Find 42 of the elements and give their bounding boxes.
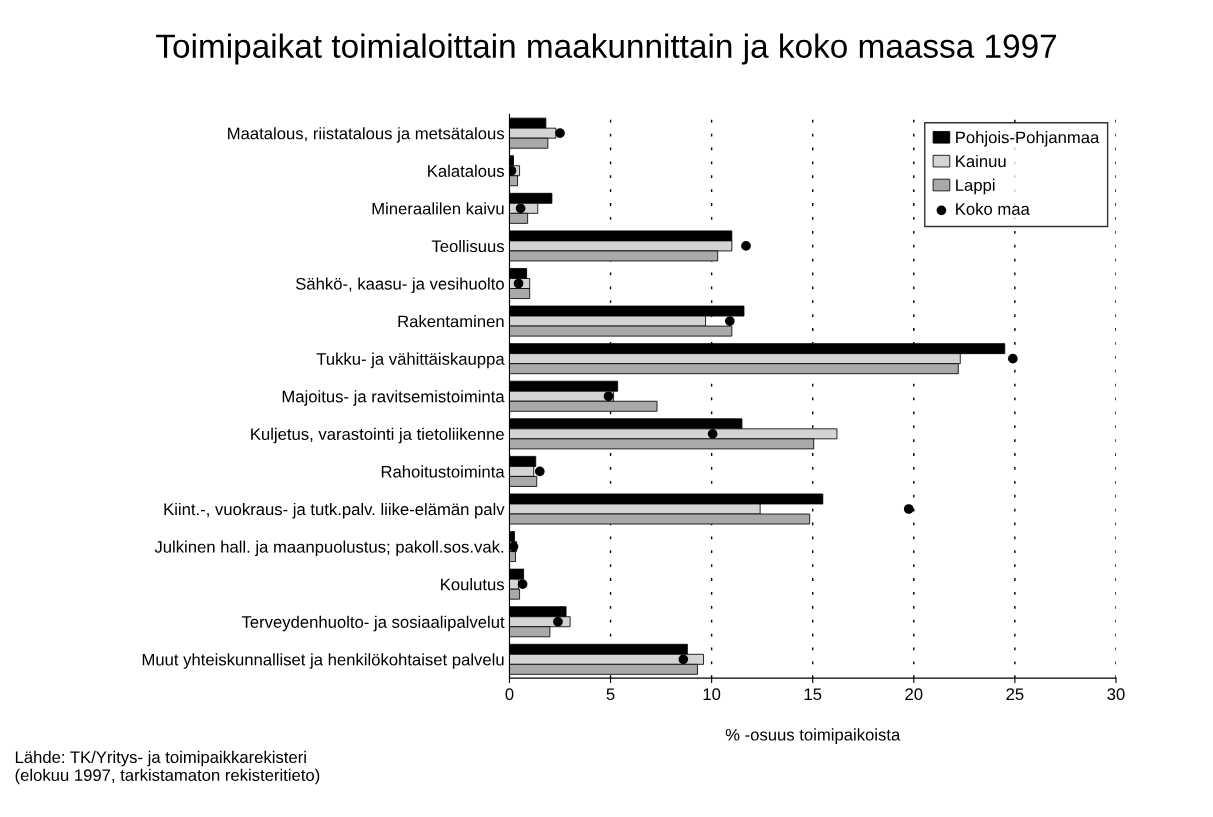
- legend-label: Pohjois-Pohjanmaa: [956, 131, 1100, 147]
- point: [534, 466, 545, 477]
- y-tick-label: Koulutus: [441, 578, 504, 591]
- point: [553, 616, 563, 627]
- x-tick-label: 30: [1107, 688, 1125, 701]
- point: [513, 278, 524, 289]
- y-tick-label: Mineraalilen kaivu: [372, 202, 504, 215]
- y-tick-label: Majoitus- ja ravitsemistoiminta: [282, 390, 505, 406]
- point: [555, 128, 565, 139]
- point: [1007, 353, 1018, 364]
- y-tick-label: Rahoitustoiminta: [381, 465, 505, 478]
- y-tick-label: Teollisuus: [431, 239, 504, 253]
- x-tick-label: 25: [1006, 688, 1024, 701]
- y-tick-label: Sähkö-, kaasu- ja vesihuolto: [295, 277, 504, 293]
- y-tick-label: Kalatalous: [428, 164, 504, 177]
- point: [515, 203, 526, 214]
- legend-label: Koko maa: [956, 202, 1030, 215]
- x-tick-label: 5: [606, 688, 615, 701]
- point: [603, 391, 614, 402]
- point: [741, 241, 751, 251]
- x-axis-title: % -osuus toimipaikoista: [725, 728, 901, 744]
- y-tick-label: Kuljetus, varastointi ja tietoliikenne: [251, 427, 504, 444]
- point: [903, 504, 914, 514]
- x-tick-label: 0: [505, 688, 514, 701]
- x-tick-label: 20: [905, 688, 923, 701]
- x-tick-label: 10: [703, 688, 721, 701]
- point: [707, 428, 718, 439]
- y-tick-label: Julkinen hall. ja maanpuolustus; pakoll.sos.vak.: [154, 540, 504, 557]
- point: [517, 579, 528, 590]
- point: [678, 654, 689, 665]
- y-tick-label: Terveydenhuolto- ja sosiaalipalvelut: [241, 615, 505, 632]
- chart-title: Toimipaikat toimialoittain maakunnittain ja koko maassa 1997: [156, 33, 1057, 65]
- y-tick-label: Maatalous, riistatalous ja metsätalous: [228, 127, 505, 143]
- text: Lähde: TK/Yritys- ja toimipaikkarekisteri (elokuu 1997, tarkistamaton rekisteritieto): [15, 750, 320, 785]
- legend-label: Lappi: [956, 178, 995, 195]
- point: [724, 316, 735, 326]
- y-tick-label: Kiint.-, vuokraus- ja tutk.palv. liike-elämän palv: [164, 502, 505, 519]
- y-tick-label: Tukku- ja vähittäiskauppa: [316, 352, 505, 369]
- y-tick-label: Muut yhteiskunnalliset ja henkilökohtaiset palvelu: [142, 653, 504, 669]
- x-tick-label: 15: [804, 688, 822, 701]
- y-tick-label: Rakentaminen: [398, 315, 504, 328]
- legend-label: Kainuu: [956, 154, 1006, 168]
